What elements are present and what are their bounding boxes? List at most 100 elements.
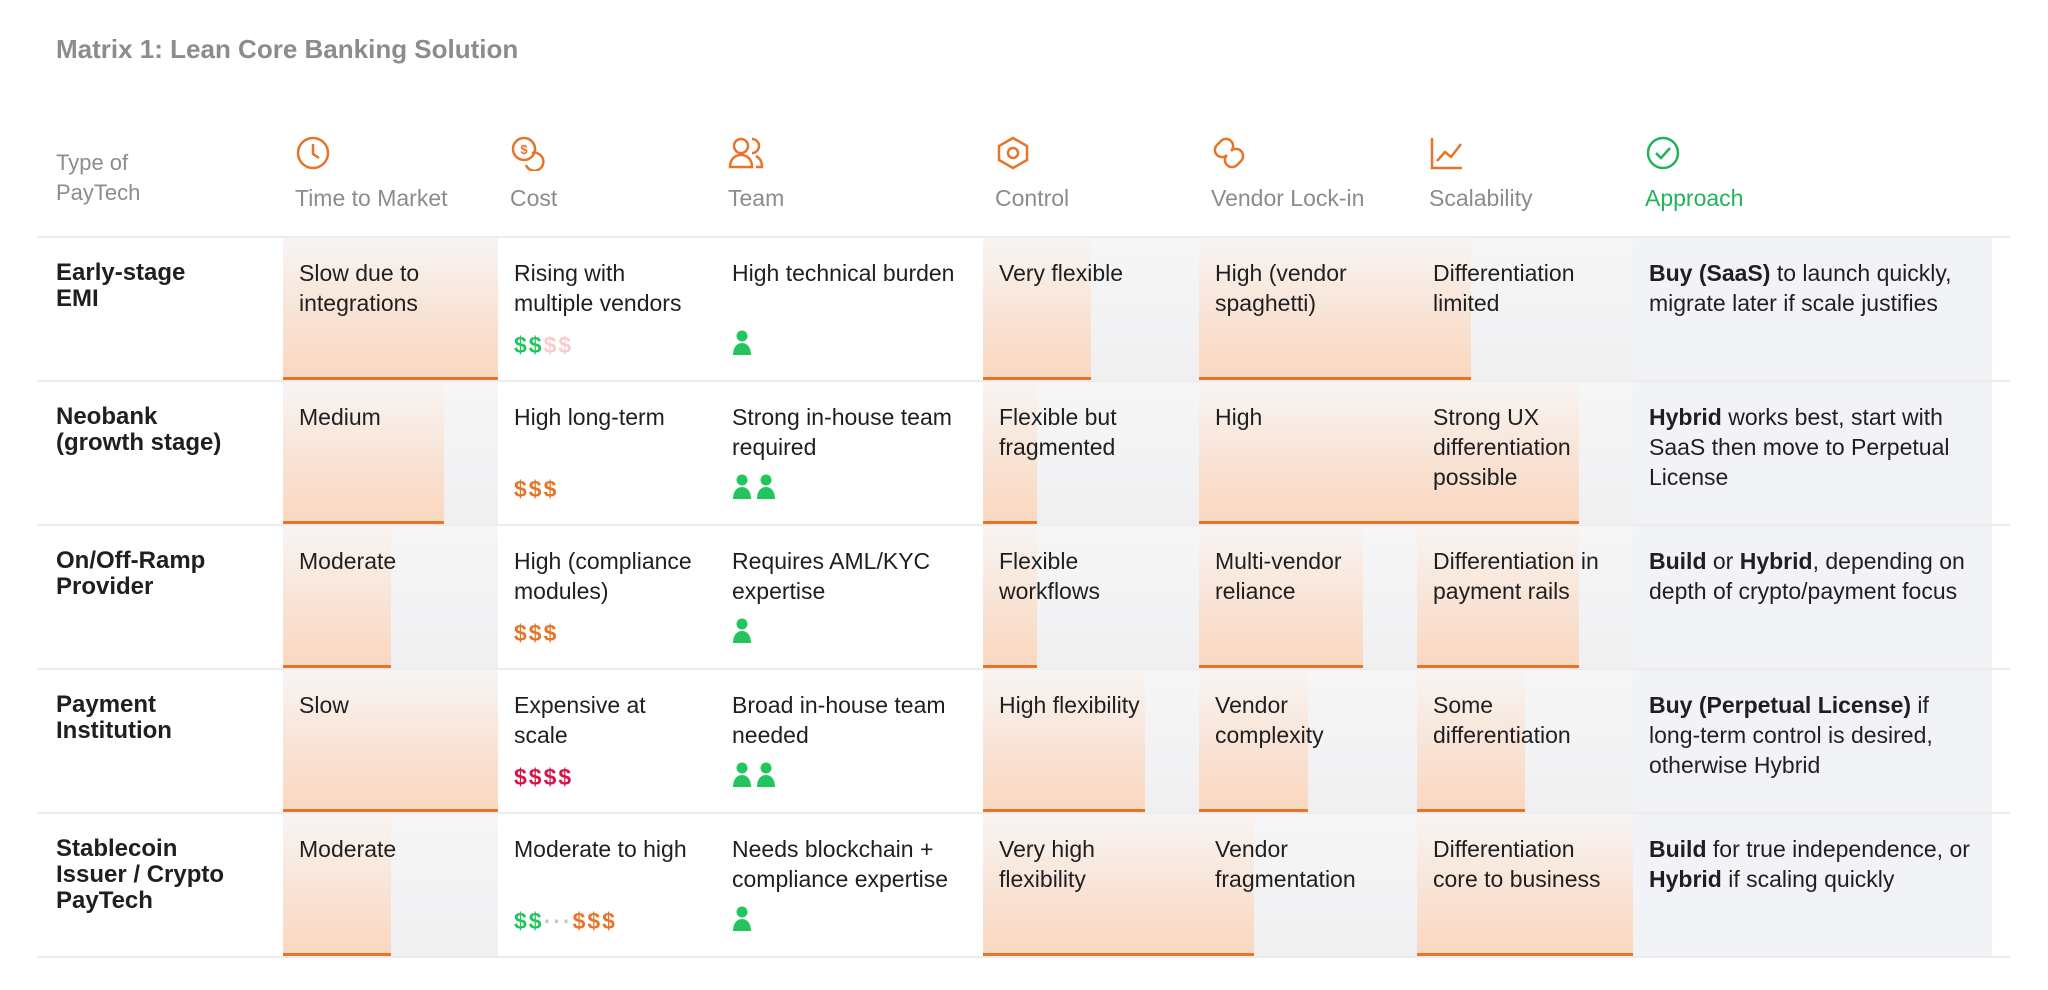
cell-text: Requires AML/KYC expertise	[732, 548, 931, 604]
icon	[296, 136, 330, 170]
control-cell: Very high flexibility	[983, 814, 1199, 956]
cell-text: High long-term	[514, 404, 665, 430]
cell-text: Build for true independence, or Hybrid i…	[1649, 834, 1976, 894]
cell-text: Very high flexibility	[999, 836, 1095, 892]
team-cell: Strong in-house team required	[716, 382, 983, 524]
text: for true independence, or	[1706, 836, 1970, 862]
rating-symbol: $$$	[514, 476, 559, 502]
rating-symbol: $$	[514, 908, 544, 934]
matrix-row: Stablecoin Issuer / Crypto PayTech Moderate…	[37, 814, 2010, 958]
level-bar	[1417, 814, 1633, 956]
level-bar	[1199, 238, 1417, 380]
person-icon	[757, 762, 775, 787]
approach-cell: Hybrid works best, start with SaaS then …	[1633, 382, 1992, 524]
cell-text: Moderate to high	[514, 836, 687, 862]
cell-text: Slow due to integrations	[299, 260, 420, 316]
bold-text: Hybrid	[1649, 404, 1722, 430]
cost-cell: High long-term $$$	[498, 382, 716, 524]
bold-text: Hybrid	[1739, 548, 1813, 574]
person-icon	[733, 762, 751, 787]
text: Institution	[56, 717, 172, 744]
team-size	[732, 474, 776, 500]
level-bar	[983, 814, 1199, 956]
cell-text: Moderate	[299, 548, 397, 574]
column-header: Scalability	[1417, 135, 1533, 212]
team-cell: High technical burden	[716, 238, 983, 380]
rating-symbol: $$	[543, 332, 574, 358]
level-bar	[983, 526, 1037, 668]
text: Team	[728, 185, 785, 211]
cell-text: High	[1215, 404, 1263, 430]
level-bar	[1199, 814, 1254, 956]
vendor-cell: High	[1199, 382, 1417, 524]
bold-text: Build	[1649, 836, 1707, 862]
cell-text: High (compliance modules)	[514, 548, 692, 604]
title: Matrix 1: Lean Core Banking Solution	[56, 34, 519, 64]
cost-rating: $$$$	[514, 762, 573, 792]
text: EMI	[56, 285, 99, 312]
time-cell: Slow due to integrations	[283, 238, 498, 380]
team-cell: Broad in-house team needed	[716, 670, 983, 812]
cell-text: Broad in-house team needed	[732, 692, 946, 748]
scalability-cell: Differentiation in payment rails	[1417, 526, 1633, 668]
person-icon	[757, 474, 775, 499]
cell-text: Hybrid works best, start with SaaS then …	[1649, 402, 1976, 492]
level-bar	[1417, 526, 1579, 668]
cell-text: Multi-vendor reliance	[1215, 548, 1342, 604]
level-bar	[983, 382, 1037, 524]
scalability-cell: Strong UX differentiation possible	[1417, 382, 1633, 524]
rating-symbol: $$$	[572, 908, 617, 934]
cell-text: Differentiation limited	[1433, 260, 1575, 316]
cell-text: Moderate	[299, 836, 397, 862]
time-cell: Slow	[283, 670, 498, 812]
icon: $	[511, 136, 545, 171]
cell-text: Vendor fragmentation	[1215, 836, 1356, 892]
cost-rating: $$$	[514, 474, 558, 504]
svg-text:$: $	[520, 142, 528, 157]
text: Cost	[510, 185, 558, 211]
cell-text: Flexible but fragmented	[999, 404, 1117, 460]
text: Payment	[56, 691, 157, 718]
text: Scalability	[1429, 185, 1533, 211]
cell-text: Differentiation in payment rails	[1433, 548, 1599, 604]
text: if scaling quickly	[1721, 866, 1895, 892]
text: , depending on depth of crypto/payment f…	[1649, 548, 1965, 604]
cell-text: Slow	[299, 692, 349, 718]
team-cell: Requires AML/KYC expertise	[716, 526, 983, 668]
text: Type of	[56, 150, 129, 175]
matrix-row: Neobank (growth stage) Medium High long-ter…	[37, 382, 2010, 526]
icon	[728, 137, 764, 169]
approach-cell: Buy (SaaS) to launch quickly, migrate la…	[1633, 238, 1992, 380]
cost-cell: High (compliance modules) $$$	[498, 526, 716, 668]
cell-text: Expensive at scale	[514, 692, 646, 748]
row-label-header: Type of PayTech	[44, 148, 140, 208]
row-label: Payment Institution	[37, 670, 283, 812]
team-size	[732, 330, 752, 356]
icon	[1430, 138, 1462, 170]
level-bar	[283, 238, 498, 380]
person-icon	[733, 906, 751, 931]
cost-rating: $$···$$$	[514, 906, 617, 936]
level-bar	[1199, 670, 1308, 812]
text: (growth stage)	[56, 429, 222, 456]
cell-text: Very flexible	[999, 260, 1124, 286]
icon	[1213, 137, 1245, 169]
cell-text: Vendor complexity	[1215, 692, 1324, 748]
approach-cell: Build or Hybrid, depending on depth of c…	[1633, 526, 1992, 668]
cell-text: Needs blockchain + compliance expertise	[732, 836, 949, 892]
cell-text: Buy (SaaS) to launch quickly, migrate la…	[1649, 258, 1976, 318]
bold-text: Hybrid	[1649, 866, 1722, 892]
cell-text: Strong UX differentiation possible	[1433, 404, 1571, 490]
text: Issuer / Crypto	[56, 861, 225, 888]
matrix-row: Payment Institution Slow Expensive at scale…	[37, 670, 2010, 814]
row-label: Stablecoin Issuer / Crypto PayTech	[37, 814, 283, 956]
text: Early-stage	[56, 259, 186, 286]
level-bar	[283, 670, 498, 812]
team-size	[732, 762, 776, 788]
cell-text: Rising with multiple vendors	[514, 260, 682, 316]
rating-symbol: $$$	[514, 620, 559, 646]
text: Stablecoin	[56, 835, 178, 862]
text: Vendor Lock-in	[1211, 185, 1365, 211]
level-bar	[1417, 238, 1471, 380]
level-bar	[1417, 670, 1525, 812]
